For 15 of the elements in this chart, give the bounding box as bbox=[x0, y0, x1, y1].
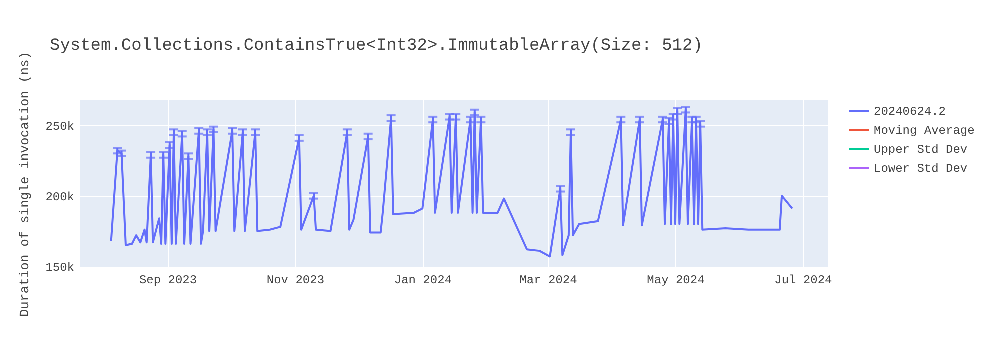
x-tick-label: Jul 2024 bbox=[774, 274, 832, 288]
legend-label: Lower Std Dev bbox=[874, 162, 968, 176]
x-tick-label: Nov 2023 bbox=[266, 274, 325, 288]
x-tick-label: Mar 2024 bbox=[520, 274, 578, 288]
legend-label: 20240624.2 bbox=[874, 105, 946, 119]
legend-label: Moving Average bbox=[874, 124, 975, 138]
x-tick-label: May 2024 bbox=[647, 274, 705, 288]
y-tick-label: 150k bbox=[46, 261, 74, 276]
legend-label: Upper Std Dev bbox=[874, 143, 968, 157]
y-tick-label: 250k bbox=[46, 120, 74, 134]
x-tick-label: Sep 2023 bbox=[139, 274, 198, 288]
chart-title: System.Collections.ContainsTrue<Int32>.ImmutableArray(Size: 512) bbox=[50, 37, 703, 56]
x-tick-label: Jan 2024 bbox=[394, 274, 452, 288]
y-axis-title: Duration of single invocation (ns) bbox=[18, 52, 33, 318]
y-tick-label: 200k bbox=[46, 190, 74, 204]
